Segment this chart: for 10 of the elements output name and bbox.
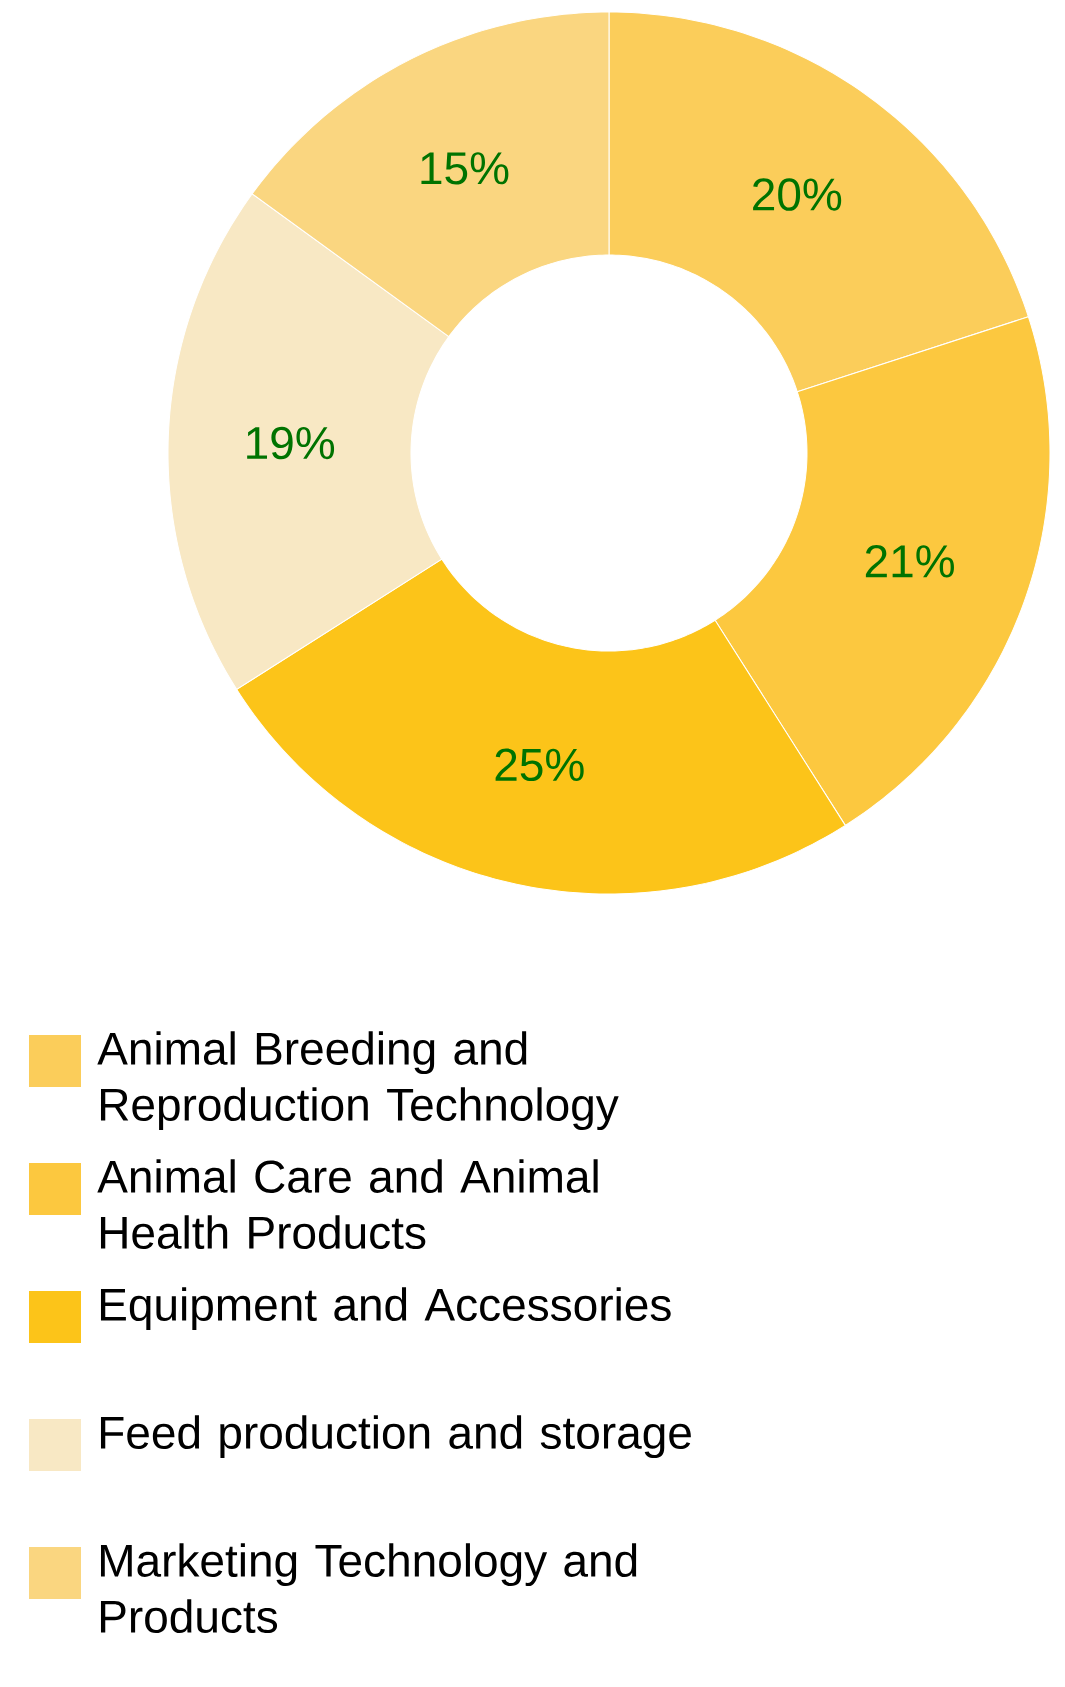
legend-label: Marketing Technology and Products	[100, 1543, 637, 1634]
legend-label: Animal Breeding and Reproduction Technology	[97, 1031, 619, 1131]
data-label: 25%	[495, 748, 584, 782]
data-label: 20%	[753, 178, 842, 211]
data-label: 21%	[865, 545, 954, 578]
data-label: 19%	[247, 426, 335, 460]
legend-label: Equipment and Accessories	[100, 1287, 671, 1331]
legend-label: Feed production and storage	[100, 1415, 691, 1459]
data-label: 15%	[421, 152, 509, 185]
legend-label: Animal Care and Animal Health Products	[97, 1159, 598, 1250]
